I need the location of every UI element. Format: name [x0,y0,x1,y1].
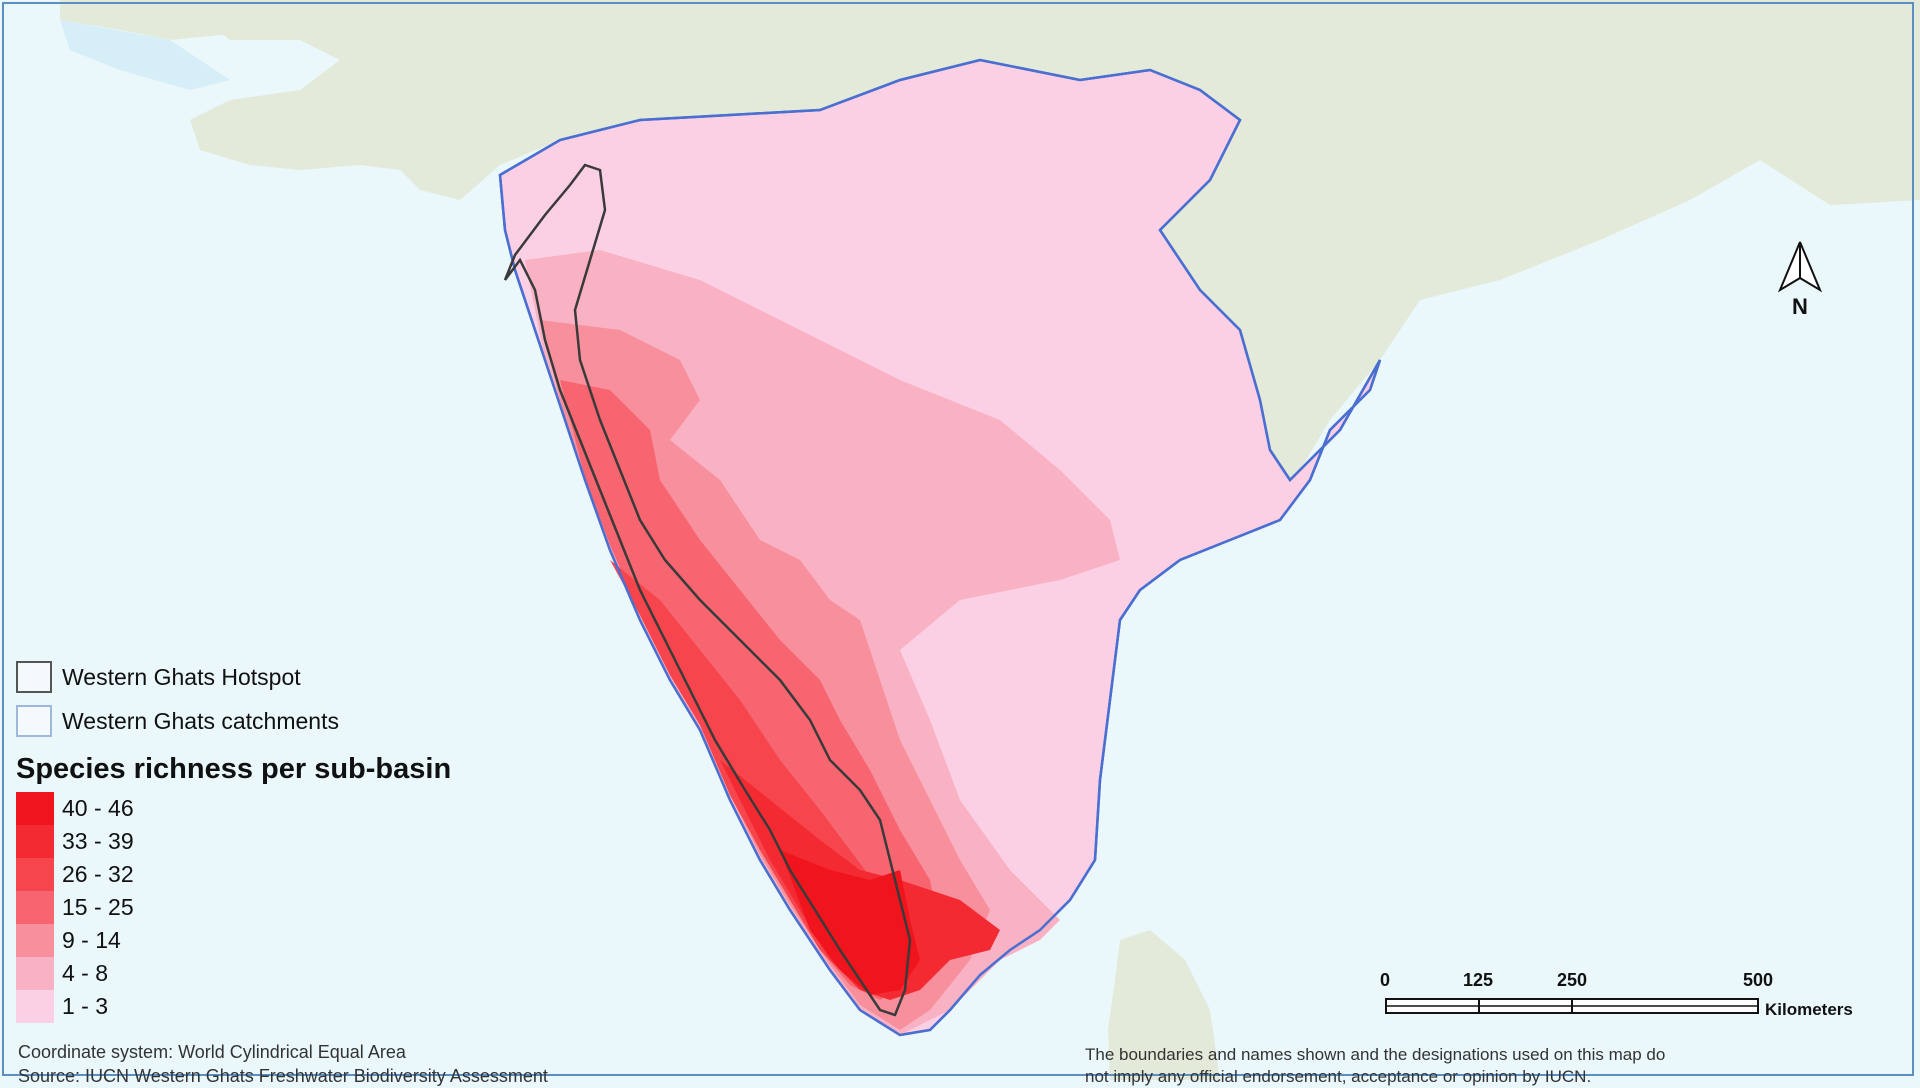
class-swatch [16,825,54,858]
scale-tick-0: 0 [1379,970,1391,990]
class-swatch [16,957,54,990]
north-arrow-icon: N [1777,241,1823,319]
legend-catchments-row: Western Ghats catchments [16,699,576,743]
scale-units: Kilometers [1765,1000,1853,1019]
land-pakistan-gujarat [180,0,1920,480]
legend-hotspot-row: Western Ghats Hotspot [16,655,576,699]
scale-tick-500: 500 [1742,970,1774,990]
legend-class-row: 1 - 3 [16,990,576,1023]
scale-bar-graphic [1385,998,1759,1014]
disclaimer-line-2: not imply any official endorsement, acce… [1085,1067,1592,1086]
land-sri-lanka [1108,930,1220,1080]
coordinate-system: Coordinate system: World Cylindrical Equ… [18,1042,406,1062]
class-label: 15 - 25 [62,894,134,920]
class-label: 4 - 8 [62,960,109,986]
class-swatch [16,924,54,957]
legend-class-row: 4 - 8 [16,957,576,990]
legend-class-row: 9 - 14 [16,924,576,957]
class-swatch [16,858,54,891]
class-label: 40 - 46 [62,795,134,821]
land-masses [60,0,1920,1080]
richness-zones [525,250,1120,1035]
hotspot-swatch [16,661,52,693]
class-label: 33 - 39 [62,828,134,854]
hotspot-outline [503,163,912,1017]
hotspot-label: Western Ghats Hotspot [62,663,301,690]
legend-class-row: 15 - 25 [16,891,576,924]
legend-class-row: 26 - 32 [16,858,576,891]
scale-tick-250: 250 [1556,970,1588,990]
scale-bar: 0 125 250 500 Kilometers [1380,970,1900,1020]
gulf-water [60,20,230,90]
source-text: Source: IUCN Western Ghats Freshwater Bi… [18,1066,548,1086]
north-arrow: N [1772,238,1828,320]
catchments-label: Western Ghats catchments [62,707,339,734]
scale-tick-125: 125 [1462,970,1494,990]
legend-class-row: 33 - 39 [16,825,576,858]
class-swatch [16,990,54,1023]
legend-class-row: 40 - 46 [16,792,576,825]
class-label: 26 - 32 [62,861,134,887]
class-swatch [16,792,54,825]
class-label: 1 - 3 [62,993,109,1019]
class-label: 9 - 14 [62,927,121,953]
legend: Western Ghats Hotspot Western Ghats catc… [16,655,576,1023]
disclaimer: The boundaries and names shown and the d… [1085,1044,1885,1088]
legend-title: Species richness per sub-basin [16,753,452,785]
zone-40-46 [780,850,920,995]
disclaimer-line-1: The boundaries and names shown and the d… [1085,1045,1666,1064]
catchments-outline [498,58,1382,1037]
class-swatch [16,891,54,924]
north-label: N [1792,294,1808,319]
footer-left: Coordinate system: World Cylindrical Equ… [18,1040,548,1088]
catchments-swatch [16,705,52,737]
